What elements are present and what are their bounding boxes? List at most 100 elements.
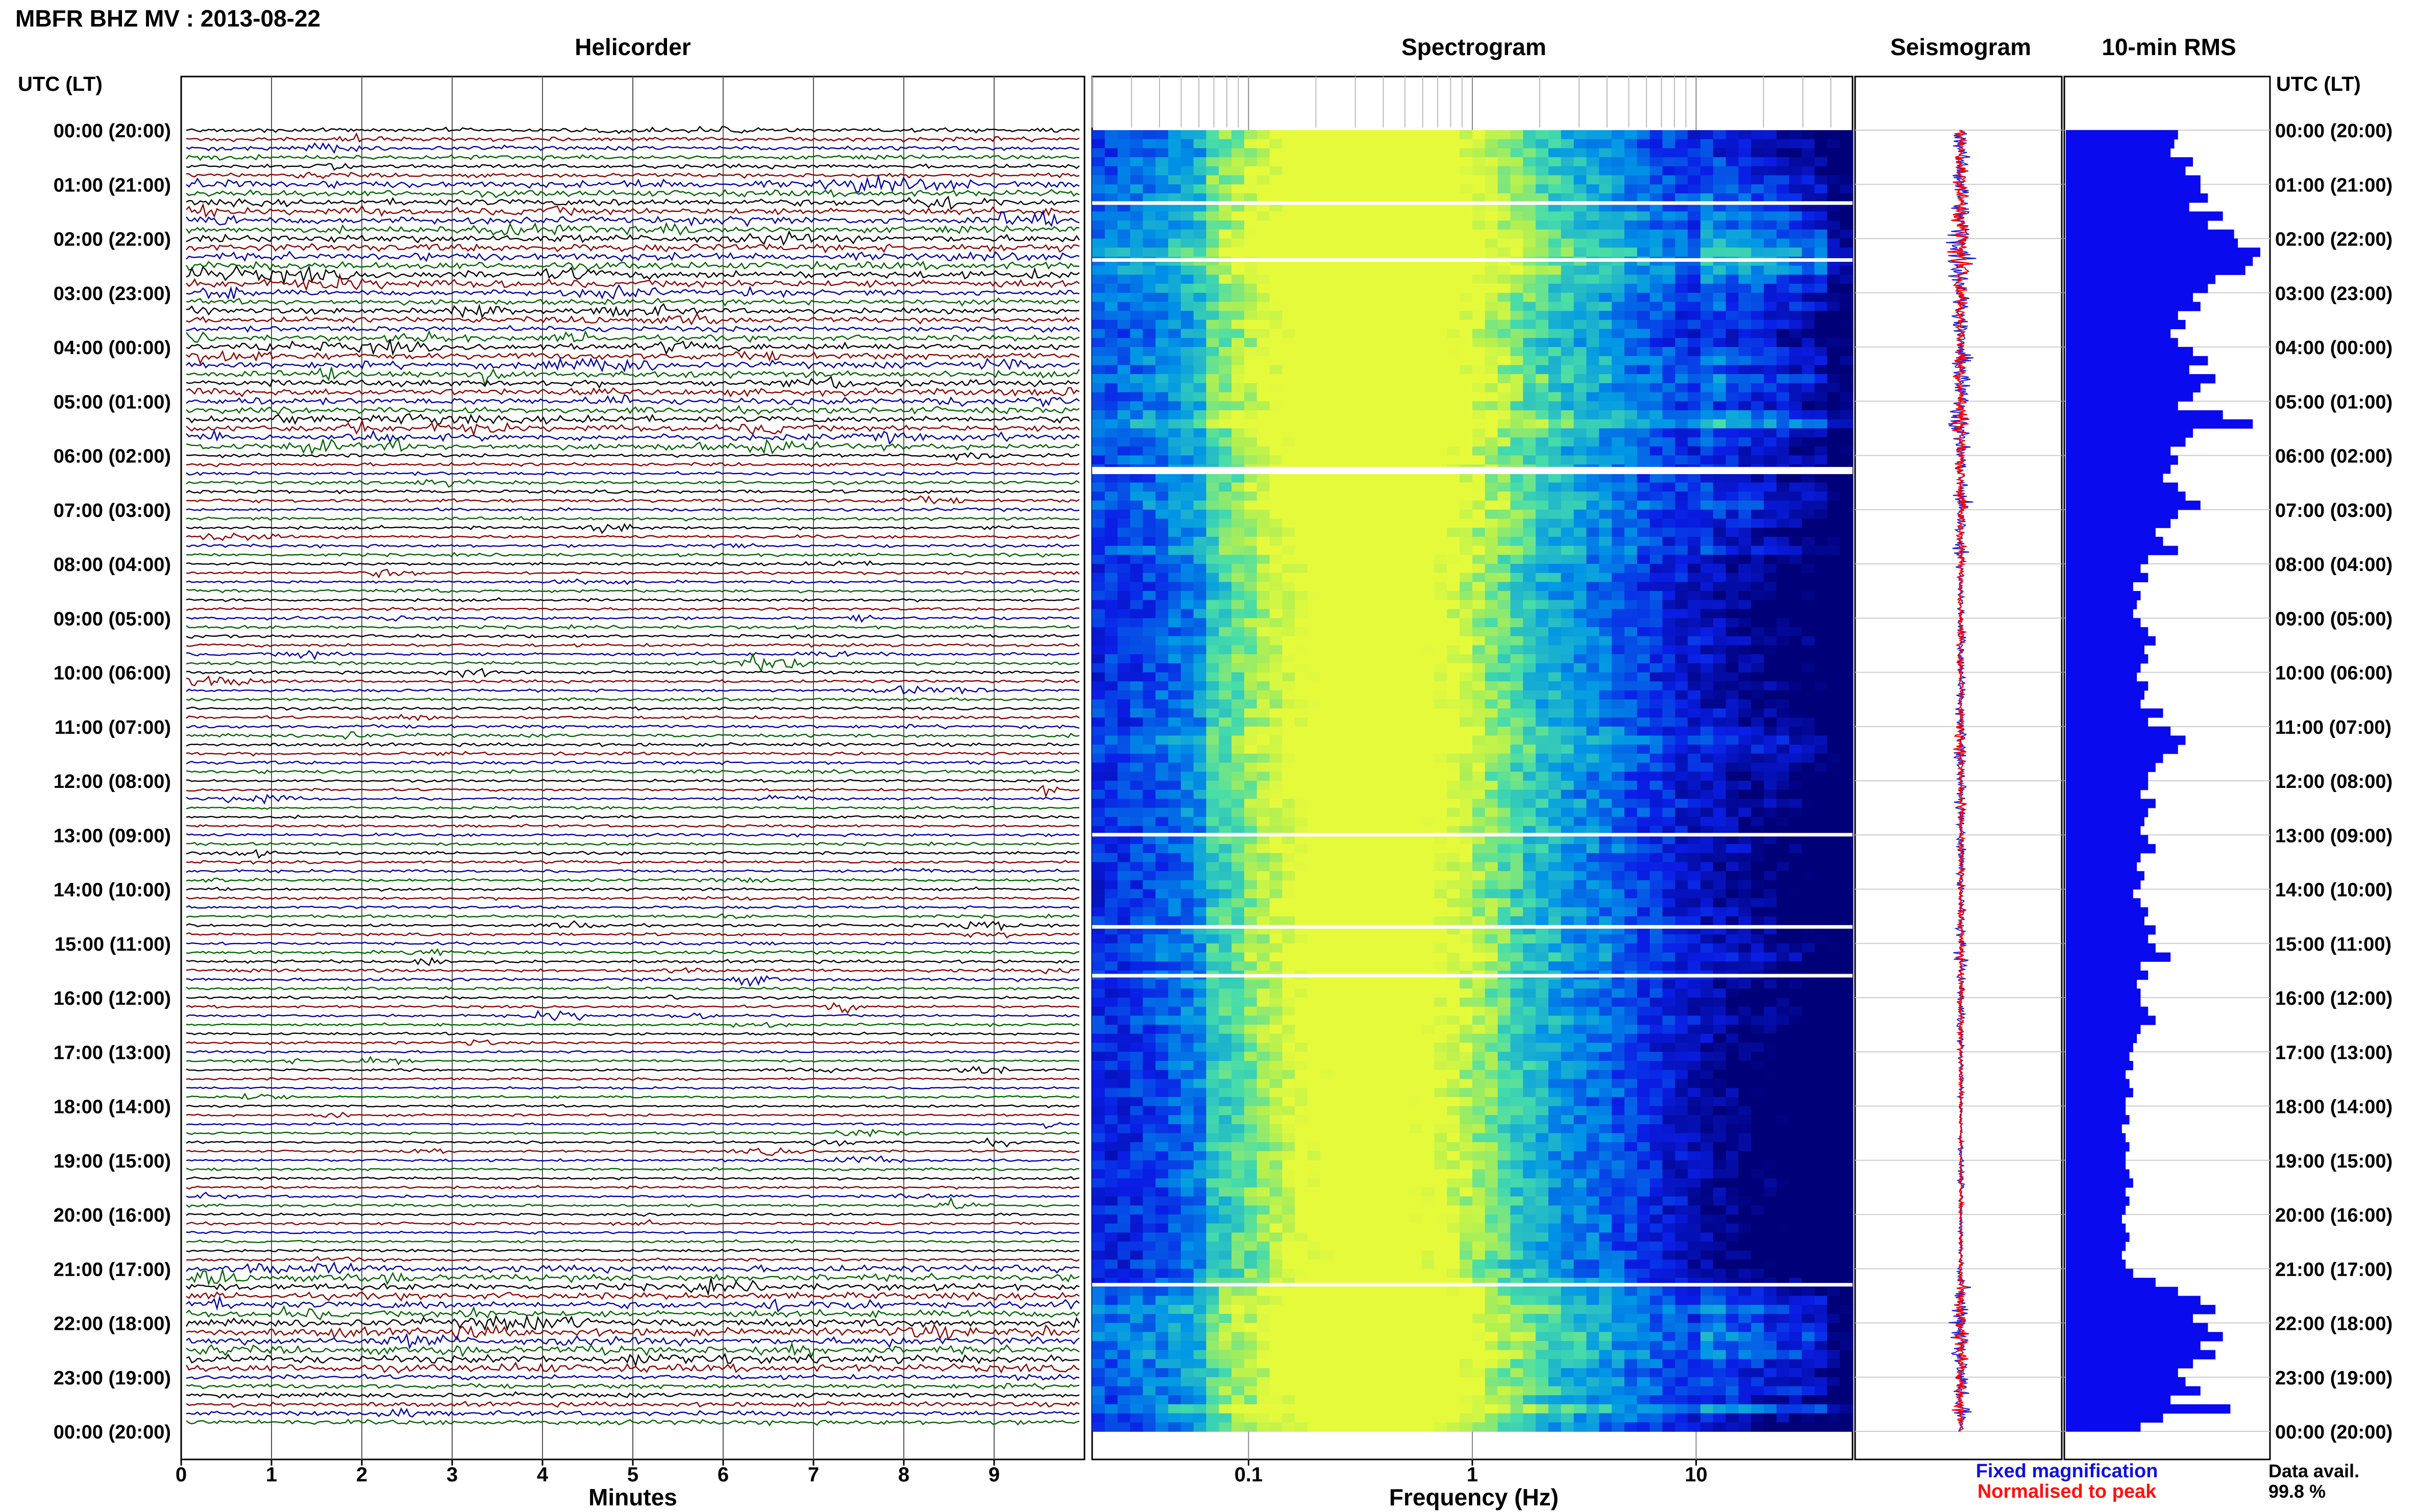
spectrogram-cell — [1814, 509, 1828, 519]
spectrogram-cell — [1295, 672, 1308, 682]
spectrogram-cell — [1371, 690, 1384, 700]
spectrogram-cell — [1764, 482, 1777, 492]
spectrogram-cell — [1282, 781, 1296, 790]
spectrogram-cell — [1371, 184, 1384, 194]
spectrogram-cell — [1713, 781, 1726, 790]
spectrogram-cell — [1523, 546, 1536, 556]
spectrogram-cell — [1460, 808, 1473, 817]
spectrogram-cell — [1586, 690, 1600, 700]
spectrogram-cell — [1700, 275, 1714, 284]
spectrogram-cell — [1409, 229, 1422, 239]
spectrogram-cell — [1396, 419, 1410, 429]
spectrogram-cell — [1180, 799, 1194, 808]
spectrogram-cell — [1193, 627, 1207, 637]
spectrogram-cell — [1764, 365, 1777, 375]
spectrogram-cell — [1586, 762, 1600, 773]
spectrogram-cell — [1117, 808, 1131, 817]
spectrogram-cell — [1332, 609, 1346, 618]
spectrogram-cell — [1256, 573, 1270, 583]
spectrogram-cell — [1548, 130, 1562, 140]
spectrogram-cell — [1332, 528, 1346, 537]
spectrogram-cell — [1497, 410, 1511, 420]
spectrogram-cell — [1307, 745, 1321, 754]
spectrogram-cell — [1561, 618, 1574, 628]
spectrogram-cell — [1548, 582, 1562, 591]
spectrogram-cell — [1180, 699, 1194, 709]
spectrogram-cell — [1256, 518, 1270, 528]
spectrogram-cell — [1409, 753, 1422, 763]
spectrogram-cell — [1117, 536, 1131, 547]
spectrogram-cell — [1536, 781, 1549, 790]
spectrogram-cell — [1801, 717, 1815, 727]
spectrogram-cell — [1789, 319, 1803, 330]
spectrogram-cell — [1599, 528, 1612, 537]
spectrogram-cell — [1396, 690, 1410, 700]
spectrogram-cell — [1193, 573, 1207, 583]
spectrogram-cell — [1751, 211, 1764, 221]
spectrogram-cell — [1358, 816, 1372, 827]
spectrogram-cell — [1510, 284, 1524, 293]
spectrogram-cell — [1497, 501, 1511, 510]
spectrogram-cell — [1510, 338, 1524, 348]
spectrogram-cell — [1649, 238, 1663, 248]
spectrogram-cell — [1840, 265, 1853, 276]
spectrogram-cell — [1434, 338, 1448, 348]
spectrogram-cell — [1104, 690, 1118, 700]
spectrogram-cell — [1092, 772, 1105, 781]
spectrogram-cell — [1371, 726, 1384, 736]
spectrogram-cell — [1447, 844, 1460, 854]
spectrogram-cell — [1497, 582, 1511, 591]
spectrogram-cell — [1662, 555, 1676, 564]
spectrogram-cell — [1599, 482, 1612, 492]
spectrogram-cell — [1282, 573, 1296, 583]
spectrogram-cell — [1472, 166, 1486, 176]
spectrogram-cell — [1573, 338, 1587, 348]
spectrogram-cell — [1536, 708, 1549, 718]
spectrogram-cell — [1688, 573, 1701, 583]
spectrogram-cell — [1840, 491, 1853, 501]
spectrogram-cell — [1599, 645, 1612, 655]
spectrogram-cell — [1104, 302, 1118, 311]
spectrogram-cell — [1649, 446, 1663, 456]
spectrogram-cell — [1256, 799, 1270, 808]
spectrogram-cell — [1332, 247, 1346, 257]
spectrogram-cell — [1434, 699, 1448, 709]
spectrogram-cell — [1345, 645, 1359, 655]
spectrogram-cell — [1573, 265, 1587, 276]
spectrogram-cell — [1320, 473, 1334, 483]
spectrogram-cell — [1358, 663, 1372, 673]
spectrogram-cell — [1801, 446, 1815, 456]
spectrogram-cell — [1485, 509, 1498, 519]
spectrogram-cell — [1269, 636, 1283, 646]
spectrogram-cell — [1497, 636, 1511, 646]
spectrogram-cell — [1662, 816, 1676, 827]
spectrogram-cell — [1789, 609, 1803, 618]
spectrogram-cell — [1738, 816, 1752, 827]
spectrogram-cell — [1434, 265, 1448, 276]
spectrogram-cell — [1764, 437, 1777, 447]
spectrogram-cell — [1130, 428, 1144, 438]
spectrogram-cell — [1434, 175, 1448, 185]
spectrogram-cell — [1104, 401, 1118, 411]
spectrogram-cell — [1586, 555, 1600, 564]
spectrogram-cell — [1295, 284, 1308, 293]
spectrogram-cell — [1586, 229, 1600, 239]
spectrogram-cell — [1332, 166, 1346, 176]
spectrogram-cell — [1231, 392, 1245, 402]
spectrogram-cell — [1675, 356, 1688, 366]
spectrogram-cell — [1548, 292, 1562, 303]
spectrogram-cell — [1269, 419, 1283, 429]
spectrogram-cell — [1206, 455, 1220, 465]
spectrogram-cell — [1700, 302, 1714, 311]
spectrogram-cell — [1573, 311, 1587, 320]
spectrogram-cell — [1510, 600, 1524, 610]
spectrogram-cell — [1612, 302, 1625, 311]
spectrogram-cell — [1092, 275, 1105, 284]
spectrogram-cell — [1612, 311, 1625, 320]
spectrogram-cell — [1612, 672, 1625, 682]
spectrogram-cell — [1282, 275, 1296, 284]
helicorder-trace — [186, 339, 1080, 356]
spectrogram-cell — [1738, 726, 1752, 736]
spectrogram-cell — [1738, 284, 1752, 293]
spectrogram-cell — [1117, 347, 1131, 357]
